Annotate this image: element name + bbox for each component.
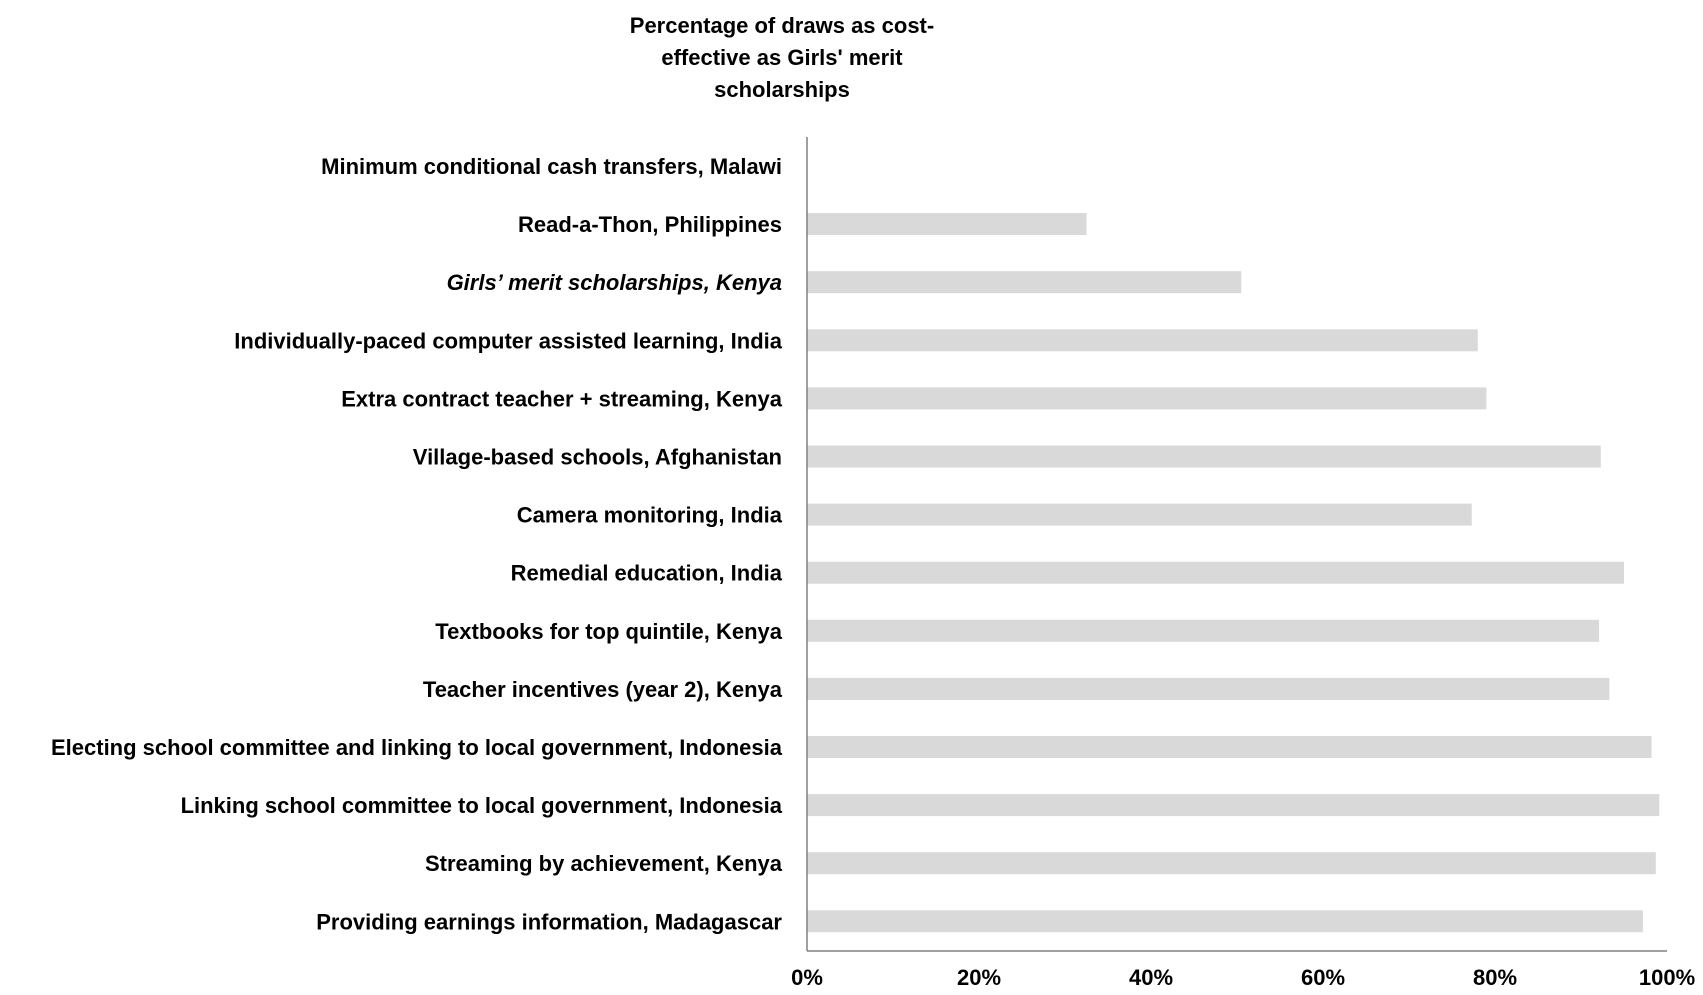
x-tick-label: 40% — [1129, 965, 1173, 990]
bar — [807, 329, 1478, 352]
bar — [807, 445, 1601, 468]
bar — [807, 794, 1660, 817]
category-label: Remedial education, India — [511, 561, 783, 586]
category-label: Streaming by achievement, Kenya — [425, 851, 783, 876]
bar — [807, 213, 1087, 236]
category-label: Girls’ merit scholarships, Kenya — [447, 270, 782, 295]
bar — [807, 677, 1610, 700]
bar — [807, 619, 1600, 642]
x-tick-label: 80% — [1473, 965, 1517, 990]
x-tick-label: 60% — [1301, 965, 1345, 990]
x-tick-label: 20% — [957, 965, 1001, 990]
chart-title-line: effective as Girls' merit — [661, 45, 903, 70]
bar — [807, 736, 1652, 758]
category-label: Camera monitoring, India — [517, 503, 783, 528]
category-label: Providing earnings information, Madagasc… — [316, 909, 782, 934]
bar — [807, 561, 1624, 584]
x-axis-ticks: 0% 20% 40% 60% 80% 100% — [791, 965, 1695, 990]
category-label: Electing school committee and linking to… — [51, 735, 783, 760]
category-labels: Minimum conditional cash transfers, Mala… — [51, 154, 783, 934]
bars — [807, 213, 1660, 933]
bar — [807, 503, 1472, 526]
bar — [807, 910, 1643, 933]
category-label: Extra contract teacher + streaming, Keny… — [341, 386, 783, 411]
category-label: Village-based schools, Afghanistan — [413, 445, 782, 470]
x-tick-label: 0% — [791, 965, 823, 990]
chart-title: Percentage of draws as cost-effective as… — [630, 13, 934, 102]
category-label: Linking school committee to local govern… — [181, 793, 783, 818]
bar — [807, 387, 1487, 410]
category-label: Read-a-Thon, Philippines — [518, 212, 782, 237]
bar — [807, 852, 1656, 875]
chart-title-line: scholarships — [714, 77, 850, 102]
category-label: Textbooks for top quintile, Kenya — [435, 619, 782, 644]
x-tick-label: 100% — [1639, 965, 1695, 990]
category-label: Teacher incentives (year 2), Kenya — [423, 677, 783, 702]
category-label: Minimum conditional cash transfers, Mala… — [321, 154, 782, 179]
category-label: Individually-paced computer assisted lea… — [234, 328, 782, 353]
bar — [807, 271, 1242, 294]
chart-title-line: Percentage of draws as cost- — [630, 13, 934, 38]
